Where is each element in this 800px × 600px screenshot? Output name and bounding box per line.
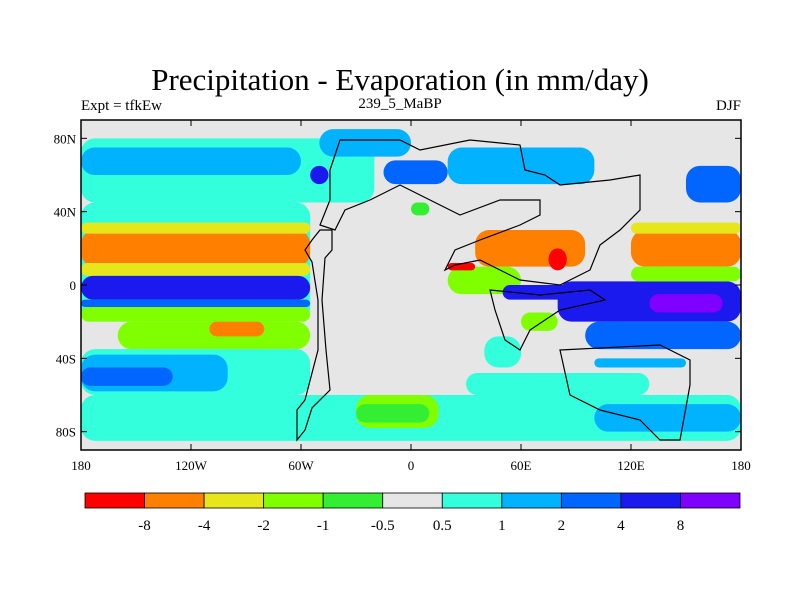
x-tick-label: 0 xyxy=(408,458,415,473)
continent-outline-americas xyxy=(296,229,333,442)
field-region xyxy=(81,275,311,300)
x-tick-label: 120W xyxy=(175,458,208,473)
colorbar-label: -1 xyxy=(317,518,330,534)
colorbar-box xyxy=(263,492,324,509)
run-label: 239_5_MaBP xyxy=(358,96,442,112)
y-tick-label: 40N xyxy=(54,205,77,220)
field-region xyxy=(310,165,329,185)
field-region xyxy=(594,404,741,432)
continent-outline-pangea-north xyxy=(319,139,641,286)
x-tick-label: 180 xyxy=(71,458,91,473)
colorbar-box xyxy=(203,492,265,509)
colorbar-box xyxy=(322,492,384,509)
x-tick-label: 60E xyxy=(511,458,532,473)
field-region xyxy=(81,367,173,386)
field-region xyxy=(81,230,311,267)
colorbar-box xyxy=(501,492,562,509)
colorbar-box xyxy=(84,492,145,509)
field-region xyxy=(81,147,301,175)
field-region xyxy=(319,129,411,157)
colorbar-box xyxy=(382,492,443,509)
x-axis: 180 120W 60W 0 60E 120E 180 xyxy=(71,120,751,473)
y-tick-label: 0 xyxy=(70,278,77,293)
experiment-label: Expt = tfkEw xyxy=(81,98,162,114)
field-region xyxy=(631,266,741,282)
colorbar: -8 -4 -2 -1 -0.5 0.5 1 2 4 8 xyxy=(84,492,741,534)
field-region xyxy=(81,222,311,234)
y-tick-label: 40S xyxy=(56,351,76,366)
colorbar-box xyxy=(441,492,503,509)
field-region xyxy=(383,160,448,185)
y-tick-label: 80N xyxy=(54,131,77,146)
field-region xyxy=(411,202,430,216)
field-region xyxy=(447,266,521,295)
field-region xyxy=(209,321,265,337)
field-region xyxy=(484,336,521,368)
colorbar-label: 2 xyxy=(558,518,566,534)
colorbar-box xyxy=(620,492,681,509)
colorbar-box xyxy=(680,492,741,509)
colorbar-label: 0.5 xyxy=(433,518,452,534)
field-region xyxy=(585,321,741,350)
continent-outlines xyxy=(296,139,691,442)
field-region xyxy=(548,248,567,271)
field-region xyxy=(81,299,311,307)
field-region xyxy=(631,230,741,267)
field-region xyxy=(356,404,430,423)
continent-outline-australia-antarctic xyxy=(559,344,691,441)
colorbar-label: 4 xyxy=(617,518,625,534)
colorbar-label: -2 xyxy=(257,518,270,534)
colorbar-label: 1 xyxy=(498,518,506,534)
colorbar-label: 8 xyxy=(677,518,685,534)
colorbar-box xyxy=(560,492,622,509)
field-region xyxy=(631,222,741,234)
chart-title: Precipitation - Evaporation (in mm/day) xyxy=(151,62,649,97)
field-region xyxy=(81,307,311,322)
y-tick-label: 80S xyxy=(56,425,76,440)
field-region xyxy=(594,358,686,368)
season-label: DJF xyxy=(715,98,741,114)
field-region xyxy=(466,373,650,395)
x-tick-label: 60W xyxy=(288,458,314,473)
x-tick-label: 120E xyxy=(617,458,645,473)
field-layer xyxy=(81,120,741,450)
colorbar-label: -4 xyxy=(198,518,211,534)
field-region xyxy=(686,165,741,203)
field-region xyxy=(649,294,723,313)
colorbar-label: -0.5 xyxy=(371,518,395,534)
y-axis: 80N 40N 0 40S 80S xyxy=(54,131,741,440)
colorbar-box xyxy=(144,492,205,509)
continent-outline-africa-east xyxy=(489,289,607,351)
colorbar-label: -8 xyxy=(138,518,151,534)
field-region xyxy=(447,147,595,185)
field-region xyxy=(81,263,311,276)
x-tick-label: 180 xyxy=(731,458,751,473)
